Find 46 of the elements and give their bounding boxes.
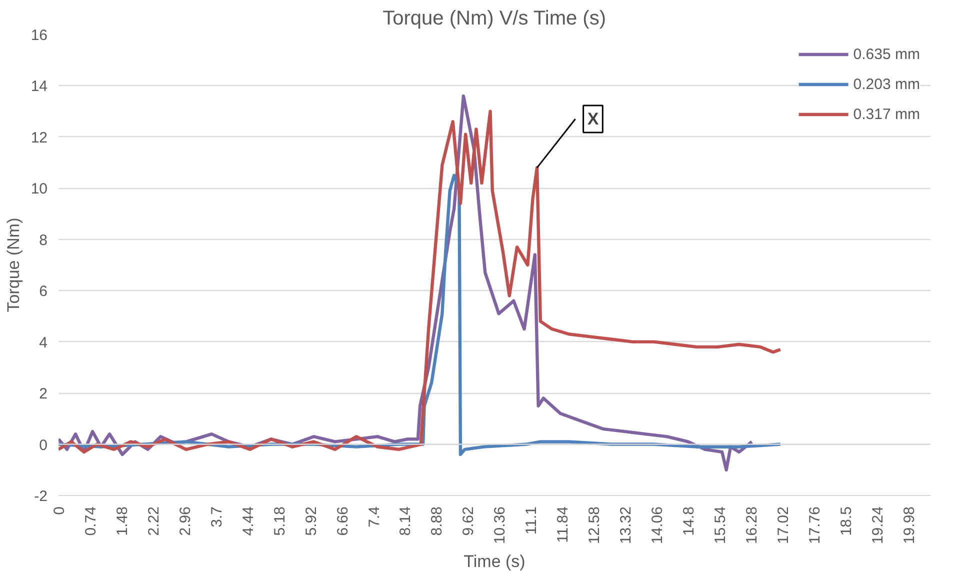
- x-tick-label: 11.1: [523, 506, 540, 535]
- x-tick-label: 7.4: [366, 506, 383, 528]
- x-tick-label: 6.66: [334, 506, 352, 536]
- x-tick-label: 18.5: [838, 506, 855, 536]
- y-tick-label: 12: [30, 129, 48, 146]
- x-tick-label: 14.8: [680, 506, 698, 536]
- chart-title: Torque (Nm) V/s Time (s): [382, 8, 606, 30]
- x-tick-label: 17.76: [806, 506, 824, 544]
- x-tick-label: 16.28: [743, 506, 760, 544]
- legend-label: 0.203 mm: [853, 76, 920, 92]
- y-tick-label: 6: [39, 283, 48, 300]
- x-tick-label: 13.32: [618, 506, 635, 544]
- x-tick-label: 4.44: [240, 506, 257, 536]
- x-tick-label: 14.06: [649, 506, 666, 544]
- legend-label: 0.317 mm: [853, 106, 920, 122]
- x-tick-label: 2.22: [145, 506, 162, 536]
- x-tick-label: 10.36: [492, 506, 509, 544]
- annotation: X: [587, 110, 600, 129]
- y-tick-label: 10: [30, 180, 48, 198]
- x-tick-label: 15.54: [712, 506, 730, 544]
- legend-label: 0.635 mm: [853, 46, 920, 62]
- x-tick-label: 5.18: [271, 506, 288, 536]
- y-tick-label: 4: [39, 334, 48, 352]
- x-axis-title: Time (s): [464, 552, 526, 572]
- x-tick-label: 17.02: [774, 506, 792, 544]
- x-tick-label: 5.92: [302, 506, 320, 536]
- x-tick-label: 2.96: [176, 506, 194, 536]
- y-tick-label: 14: [30, 78, 48, 96]
- y-axis-title: Torque (Nm): [4, 218, 23, 312]
- x-tick-label: 3.7: [208, 506, 226, 528]
- x-tick-label: 8.14: [397, 506, 414, 536]
- y-tick-label: 8: [39, 232, 48, 249]
- x-tick-label: 8.88: [428, 506, 446, 536]
- x-tick-label: 11.84: [554, 506, 572, 543]
- y-tick-label: 0: [39, 436, 48, 454]
- x-tick-label: 0.74: [82, 506, 100, 536]
- y-tick-label: -2: [34, 488, 48, 505]
- y-tick-label: 2: [39, 386, 48, 403]
- x-tick-label: 0: [51, 506, 68, 515]
- x-tick-label: 9.62: [460, 506, 478, 536]
- y-tick-label: 16: [30, 27, 48, 44]
- line-series: [58, 174, 782, 456]
- x-tick-label: 1.48: [114, 506, 131, 536]
- x-tick-label: 19.98: [900, 506, 918, 544]
- x-tick-label: 12.58: [586, 506, 604, 544]
- x-tick-label: 19.24: [869, 506, 886, 544]
